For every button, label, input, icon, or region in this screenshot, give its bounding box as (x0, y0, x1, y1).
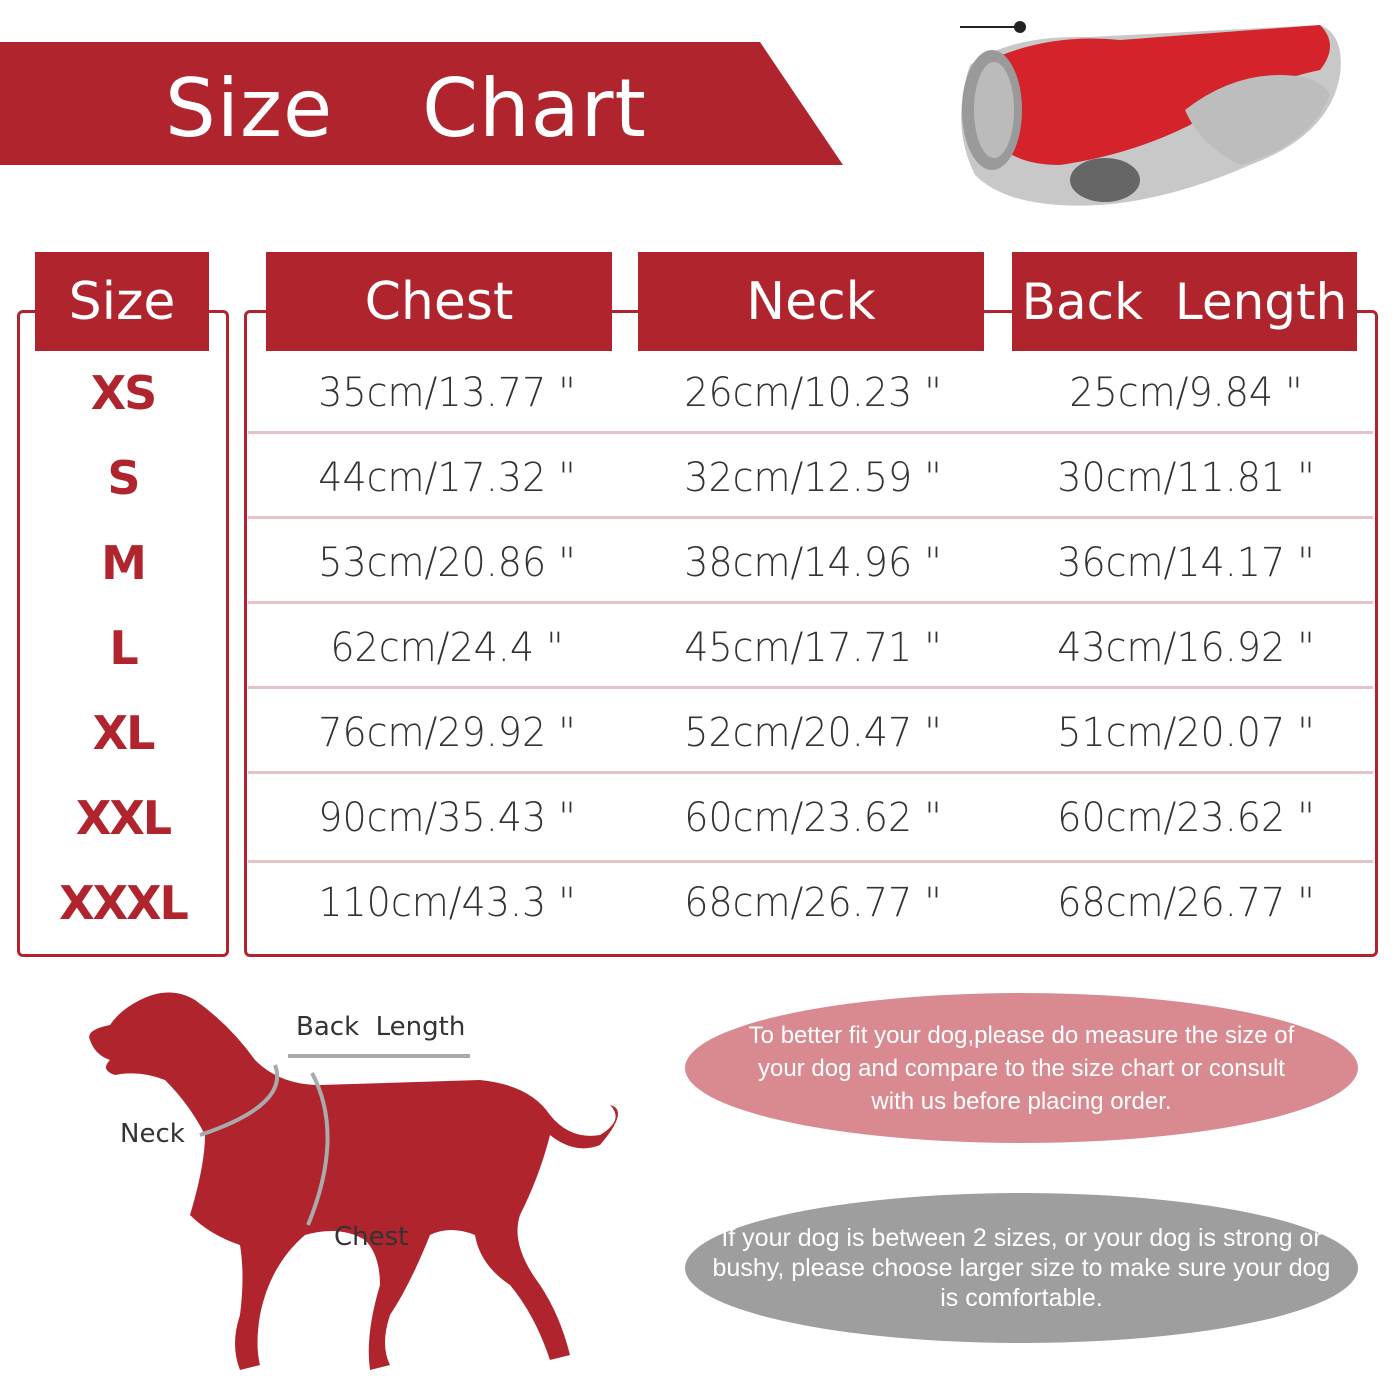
size-label: XXXL (59, 876, 189, 930)
back-cell: 43cm/16.92 " (1057, 625, 1315, 671)
size-label: XS (90, 366, 158, 420)
back-length-label: Back Length (296, 1012, 466, 1042)
title-banner (0, 42, 843, 165)
back-cell: 60cm/23.62 " (1057, 795, 1315, 841)
measure-note: To better fit your dog,please do measure… (685, 993, 1358, 1143)
row-divider (248, 516, 1373, 519)
neck-cell: 45cm/17.71 " (684, 625, 942, 671)
back-cell: 68cm/26.77 " (1057, 880, 1315, 926)
neck-cell: 52cm/20.47 " (684, 710, 942, 756)
back-cell: 36cm/14.17 " (1057, 540, 1315, 586)
between-sizes-note-text: If your dog is between 2 sizes, or your … (712, 1224, 1331, 1312)
size-label: L (109, 621, 138, 675)
chest-cell: 90cm/35.43 " (318, 795, 576, 841)
neck-cell: 26cm/10.23 " (684, 370, 942, 416)
neck-cell: 32cm/12.59 " (684, 455, 942, 501)
chest-cell: 62cm/24.4 " (330, 625, 564, 671)
neck-header: Neck (638, 252, 984, 351)
row-divider (248, 601, 1373, 604)
chest-cell: 35cm/13.77 " (318, 370, 576, 416)
size-label: M (101, 536, 147, 590)
size-label: XXL (75, 791, 172, 845)
chest-cell: 76cm/29.92 " (318, 710, 576, 756)
chest-cell: 53cm/20.86 " (318, 540, 576, 586)
chest-label: Chest (334, 1222, 409, 1252)
row-divider (248, 431, 1373, 434)
size-header: Size (35, 252, 209, 351)
size-label: S (107, 451, 140, 505)
neck-cell: 68cm/26.77 " (684, 880, 942, 926)
row-divider (248, 771, 1373, 774)
chest-cell: 110cm/43.3 " (318, 880, 576, 926)
neck-label: Neck (120, 1119, 185, 1149)
back-cell: 51cm/20.07 " (1057, 710, 1315, 756)
neck-cell: 38cm/14.96 " (684, 540, 942, 586)
chest-header: Chest (266, 252, 612, 351)
dog-jacket-product-image (960, 21, 1341, 206)
row-divider (248, 860, 1373, 863)
measure-note-text: To better fit your dog,please do measure… (748, 1021, 1295, 1115)
neck-cell: 60cm/23.62 " (684, 795, 942, 841)
size-label: XL (92, 706, 156, 760)
page-title: Size Chart (165, 62, 647, 155)
row-divider (248, 686, 1373, 689)
chest-cell: 44cm/17.32 " (318, 455, 576, 501)
back-cell: 30cm/11.81 " (1057, 455, 1315, 501)
back-cell: 25cm/9.84 " (1069, 370, 1303, 416)
dog-silhouette-diagram (89, 992, 618, 1370)
between-sizes-note: If your dog is between 2 sizes, or your … (685, 1193, 1358, 1343)
back-length-header: Back Length (1012, 252, 1357, 351)
